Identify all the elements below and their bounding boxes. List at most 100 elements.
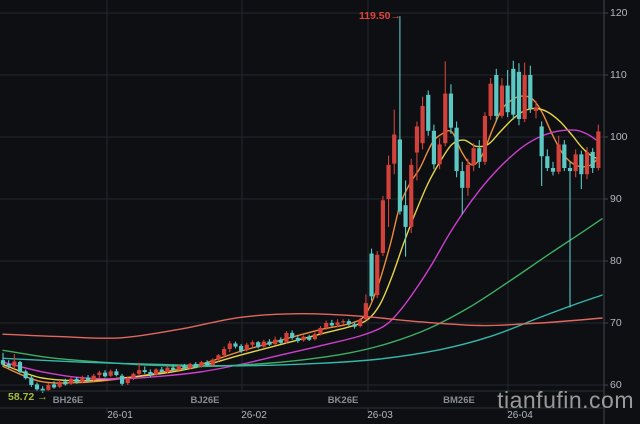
candle-body — [63, 381, 68, 385]
candle-body — [51, 384, 57, 388]
candle-body — [153, 369, 159, 375]
y-axis-label: 100 — [610, 131, 628, 143]
contract-label: BH26E — [53, 395, 84, 406]
candle-body — [465, 164, 471, 188]
candle-body — [199, 362, 204, 367]
ma-line-ma30 — [2, 218, 603, 368]
candle-body — [448, 93, 454, 128]
candle-body — [528, 75, 533, 109]
candle-body — [222, 349, 227, 356]
candle-body — [131, 373, 136, 378]
candle-body — [516, 71, 522, 120]
candle-body — [590, 151, 595, 168]
candle-body — [188, 363, 193, 369]
candle-body — [12, 361, 17, 367]
candle-body — [346, 321, 351, 325]
candle-body — [23, 371, 28, 379]
candle-body — [250, 342, 255, 345]
candle-body — [471, 148, 476, 165]
candle-body — [102, 372, 108, 377]
date-label: 26-03 — [367, 410, 393, 421]
candle-body — [205, 362, 210, 366]
candle-body — [460, 171, 465, 188]
candle-body — [307, 336, 312, 340]
high-price-annotation: 119.50→ — [359, 10, 401, 22]
candle-body — [329, 323, 334, 326]
candle-body — [556, 144, 561, 172]
candle-body — [397, 139, 402, 212]
candle-body — [522, 75, 527, 120]
contract-label: BJ26E — [190, 395, 219, 406]
candle-body — [267, 341, 272, 345]
candle-body — [6, 363, 11, 368]
date-label: 26-02 — [241, 410, 267, 421]
candle-body — [97, 372, 102, 376]
candle-body — [216, 355, 221, 360]
ma-line-ma5 — [2, 95, 600, 384]
candle-body — [159, 369, 164, 372]
candle-body — [437, 144, 442, 165]
candle-body — [539, 126, 544, 157]
candle-body — [324, 323, 329, 328]
candle-body — [312, 334, 317, 340]
candle-body — [482, 115, 488, 162]
candle-body — [34, 384, 40, 390]
candle-body — [545, 156, 550, 168]
candle-body — [494, 75, 499, 116]
low-price-annotation: 58.72 → — [8, 391, 48, 403]
candle-body — [142, 370, 147, 372]
candle-body — [420, 106, 425, 144]
candle-body — [176, 365, 181, 370]
ma-line-ma60 — [2, 294, 603, 367]
candle-body — [171, 367, 176, 371]
candle-body — [352, 324, 357, 327]
candle-body — [533, 107, 539, 111]
y-axis-label: 110 — [610, 69, 627, 81]
candle-body — [584, 151, 590, 175]
contract-label: BM26E — [443, 395, 475, 406]
candle-body — [256, 342, 261, 348]
candle-body — [295, 337, 300, 341]
candle-body — [91, 375, 96, 381]
candle-body — [193, 363, 198, 368]
candle-body — [301, 336, 306, 341]
candle-body — [239, 345, 244, 351]
candle-body — [74, 378, 79, 383]
candle-body — [290, 332, 295, 338]
candle-body — [136, 370, 142, 374]
candle-body — [284, 332, 289, 343]
candle-body — [392, 134, 397, 164]
contract-label: BK26E — [328, 395, 359, 406]
candle-body — [596, 131, 601, 168]
candle-body — [29, 377, 34, 385]
candle-body — [0, 360, 6, 365]
candle-body — [80, 377, 85, 382]
date-label: 26-04 — [507, 410, 533, 421]
candle-body — [579, 154, 584, 175]
candle-body — [386, 164, 391, 199]
ma-line-ma120 — [2, 312, 603, 340]
candle-body — [426, 94, 431, 131]
candle-body — [318, 327, 323, 335]
candle-body — [567, 168, 573, 172]
date-label: 26-01 — [107, 410, 133, 421]
candle-body — [227, 343, 232, 350]
candle-body — [477, 148, 482, 162]
candle-body — [358, 319, 363, 327]
candle-body — [511, 68, 516, 115]
candle-body — [261, 341, 266, 347]
candle-body — [505, 85, 510, 113]
candle-body — [125, 378, 130, 384]
candle-body — [114, 371, 119, 376]
candle-body — [46, 385, 51, 390]
candle-body — [369, 253, 374, 297]
candle-body — [363, 303, 368, 320]
candle-body — [273, 339, 278, 345]
candle-body — [119, 375, 125, 384]
candle-body — [244, 344, 249, 351]
candle-body — [40, 388, 45, 391]
candle-body — [414, 126, 420, 153]
y-axis-label: 60 — [610, 379, 622, 391]
